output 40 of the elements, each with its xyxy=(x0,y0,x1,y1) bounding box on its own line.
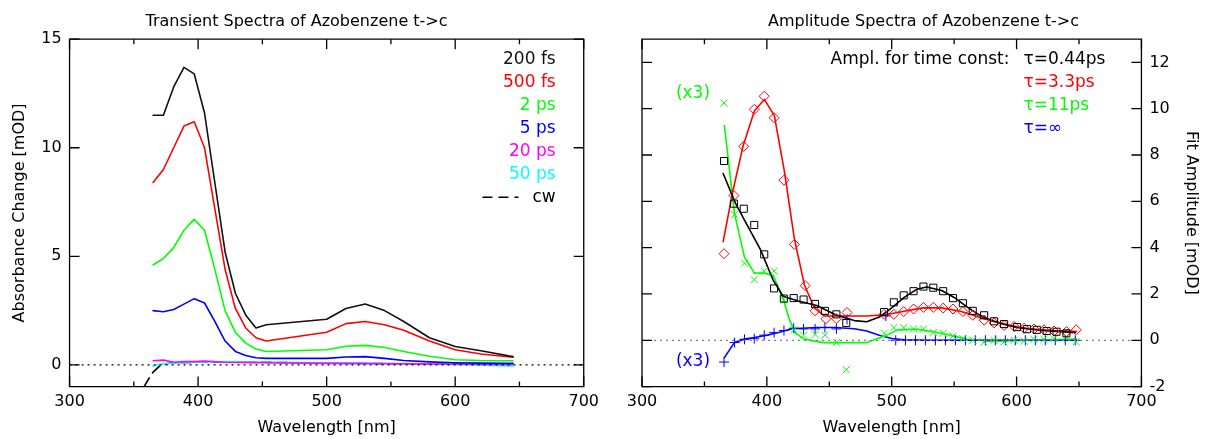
x-tick-label: 300 xyxy=(626,391,658,411)
annotation: (x3) xyxy=(675,350,711,371)
x-tick-label: 600 xyxy=(439,391,471,411)
text: 200 fs xyxy=(503,47,556,68)
y-tick-label: 15 xyxy=(41,28,62,48)
legend-label: τ=0.44ps xyxy=(1023,47,1106,68)
annotation: (x3) xyxy=(675,81,711,102)
y-tick-label: 0 xyxy=(1149,329,1160,349)
x-tick-label: 300 xyxy=(54,391,85,411)
x-tick-label: 600 xyxy=(1001,391,1032,411)
text: 5 ps xyxy=(519,116,556,137)
chart-title: Transient Spectra of Azobenzene t->c xyxy=(144,10,448,30)
chart-title: Amplitude Spectra of Azobenzene t->c xyxy=(767,10,1080,30)
text: 500 fs xyxy=(503,70,556,91)
y-tick-label: 8 xyxy=(1149,144,1160,164)
y-tick-label: 0 xyxy=(51,354,62,374)
x-tick-label: 700 xyxy=(568,391,599,411)
legend-label: cw xyxy=(532,185,556,206)
y-tick-label: 12 xyxy=(1149,51,1170,71)
y-tick-label: 10 xyxy=(1149,97,1170,117)
text: τ=3.3ps xyxy=(1023,70,1095,91)
text: 50 ps xyxy=(509,162,556,183)
y-tick-label: 2 xyxy=(1149,283,1160,303)
y-axis-title: Fit Amplitude [mOD] xyxy=(1183,130,1203,295)
text: 2 ps xyxy=(519,93,556,114)
y-axis-title: Absorbance Change [mOD] xyxy=(8,103,28,323)
y-tick-label: 5 xyxy=(51,245,62,265)
x-tick-label: 400 xyxy=(182,391,214,411)
y-tick-label: 10 xyxy=(41,136,62,156)
x-tick-label: 400 xyxy=(751,391,783,411)
text: 20 ps xyxy=(509,139,556,160)
y-tick-label: 6 xyxy=(1149,190,1160,210)
x-axis-title: Wavelength [nm] xyxy=(822,416,961,436)
text: τ=∞ xyxy=(1023,116,1063,137)
x-tick-label: 500 xyxy=(876,391,907,411)
y-tick-label: 4 xyxy=(1149,236,1160,256)
text: τ=11ps xyxy=(1023,93,1090,114)
x-axis-title: Wavelength [nm] xyxy=(257,416,396,436)
legend-title: Ampl. for time const: xyxy=(830,47,1010,68)
x-tick-label: 500 xyxy=(311,391,342,411)
